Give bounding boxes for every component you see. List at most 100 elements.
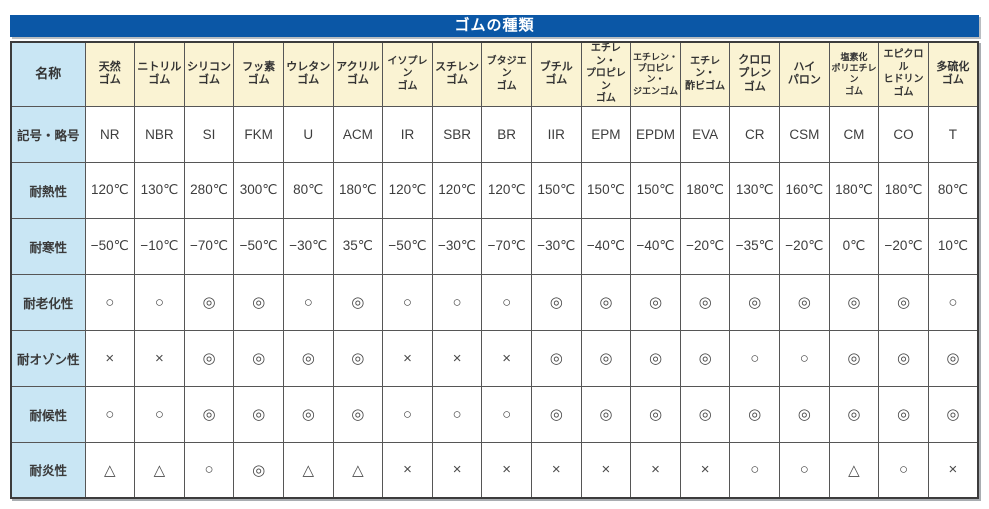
table-cell: U — [282, 105, 334, 163]
table-cell: 130℃ — [134, 161, 185, 219]
table-cell: ◎ — [530, 329, 582, 387]
table-cell: 80℃ — [927, 161, 979, 219]
column-header: ウレタン ゴム — [282, 41, 334, 107]
column-header: ニトリル ゴム — [134, 41, 185, 107]
table-cell: −70℃ — [183, 217, 235, 275]
table-cell: FKM — [233, 105, 284, 163]
row-label: 耐老化性 — [10, 273, 86, 331]
table-cell: −40℃ — [630, 217, 681, 275]
table-row: 記号・略号 NR NBR SI FKM U ACM IR SBR BR IIR EPM EPDM EVA C… — [10, 105, 979, 163]
table-cell: × — [481, 329, 532, 387]
table-cell: × — [431, 329, 483, 387]
table-cell: SBR — [431, 105, 483, 163]
table-row: 耐炎性 △ △ ○ ◎ △ △ × × × × × × × ○ ○ △ ○ × — [10, 441, 979, 499]
table-cell: ◎ — [630, 385, 681, 443]
table-cell: 0℃ — [828, 217, 880, 275]
row-label: 耐熱性 — [10, 161, 86, 219]
table-cell: −70℃ — [481, 217, 532, 275]
table-cell: −30℃ — [431, 217, 483, 275]
column-header: エチレン・ プロピレン・ ジエンゴム — [630, 41, 681, 107]
column-header: スチレン ゴム — [431, 41, 483, 107]
table-cell: 120℃ — [481, 161, 532, 219]
table-cell: ◎ — [183, 273, 235, 331]
table-cell: ○ — [878, 441, 929, 499]
table-cell: ◎ — [828, 385, 880, 443]
table-cell: 150℃ — [580, 161, 632, 219]
table-cell: ◎ — [729, 273, 781, 331]
column-header: ブチル ゴム — [530, 41, 582, 107]
table-cell: −20℃ — [878, 217, 929, 275]
table-cell: ○ — [779, 329, 830, 387]
table-cell: BR — [481, 105, 532, 163]
table-row: 耐オゾン性 × × ◎ ◎ ◎ ◎ × × × ◎ ◎ ◎ ◎ ○ ○ ◎ ◎ ◎ — [10, 329, 979, 387]
table-cell: × — [630, 441, 681, 499]
column-header: アクリル ゴム — [332, 41, 384, 107]
row-label: 耐炎性 — [10, 441, 86, 499]
table-cell: CSM — [779, 105, 830, 163]
table-row: 耐熱性 120℃ 130℃ 280℃ 300℃ 80℃ 180℃ 120℃ 120℃ 120℃ 15… — [10, 161, 979, 219]
table-cell: −35℃ — [729, 217, 781, 275]
table-cell: ◎ — [580, 273, 632, 331]
table-cell: 80℃ — [282, 161, 334, 219]
table-cell: 120℃ — [84, 161, 136, 219]
column-header: エピクロル ヒドリン ゴム — [878, 41, 929, 107]
table-row: 耐寒性 −50℃ −10℃ −70℃ −50℃ −30℃ 35℃ −50℃ −30℃ −70℃ −3… — [10, 217, 979, 275]
table-cell: ○ — [382, 385, 433, 443]
table-cell: ◎ — [233, 273, 284, 331]
table-cell: × — [580, 441, 632, 499]
table-cell: × — [134, 329, 185, 387]
rubber-table-head: 名称 天然 ゴム ニトリル ゴム シリコン ゴム フッ素 ゴム ウレタン ゴム アクリル ゴム イソプレン… — [10, 41, 979, 107]
table-cell: × — [382, 441, 433, 499]
table-cell: −30℃ — [282, 217, 334, 275]
table-cell: ◎ — [282, 329, 334, 387]
table-cell: ◎ — [233, 385, 284, 443]
table-cell: 180℃ — [332, 161, 384, 219]
table-cell: ◎ — [779, 273, 830, 331]
table-cell: ◎ — [630, 329, 681, 387]
table-cell: ◎ — [927, 385, 979, 443]
table-cell: −50℃ — [382, 217, 433, 275]
row-label: 耐オゾン性 — [10, 329, 86, 387]
table-cell: ○ — [183, 441, 235, 499]
table-cell: ◎ — [233, 329, 284, 387]
table-cell: 180℃ — [878, 161, 929, 219]
table-cell: × — [84, 329, 136, 387]
table-cell: 180℃ — [679, 161, 731, 219]
table-cell: ◎ — [927, 329, 979, 387]
table-cell: T — [927, 105, 979, 163]
table-cell: 150℃ — [530, 161, 582, 219]
table-cell: EPDM — [630, 105, 681, 163]
table-cell: 10℃ — [927, 217, 979, 275]
table-cell: ◎ — [530, 273, 582, 331]
table-cell: −20℃ — [779, 217, 830, 275]
table-cell: ○ — [282, 273, 334, 331]
row-label: 記号・略号 — [10, 105, 86, 163]
table-cell: ◎ — [183, 329, 235, 387]
table-cell: IIR — [530, 105, 582, 163]
table-cell: 120℃ — [382, 161, 433, 219]
table-cell: ○ — [927, 273, 979, 331]
column-header: イソプレン ゴム — [382, 41, 433, 107]
table-cell: △ — [332, 441, 384, 499]
table-cell: ○ — [729, 329, 781, 387]
header-row: 名称 天然 ゴム ニトリル ゴム シリコン ゴム フッ素 ゴム ウレタン ゴム アクリル ゴム イソプレン… — [10, 41, 979, 107]
table-cell: ◎ — [580, 385, 632, 443]
table-cell: × — [481, 441, 532, 499]
table-cell: ◎ — [233, 441, 284, 499]
column-header: ブタジエン ゴム — [481, 41, 532, 107]
table-cell: ○ — [431, 273, 483, 331]
table-cell: NR — [84, 105, 136, 163]
table-cell: ◎ — [332, 273, 384, 331]
table-cell: × — [530, 441, 582, 499]
table-cell: ◎ — [332, 385, 384, 443]
table-cell: △ — [134, 441, 185, 499]
table-cell: ○ — [134, 385, 185, 443]
table-cell: △ — [828, 441, 880, 499]
table-cell: ○ — [84, 273, 136, 331]
table-cell: 35℃ — [332, 217, 384, 275]
corner-header-name: 名称 — [10, 41, 86, 107]
table-cell: ◎ — [332, 329, 384, 387]
table-cell: ◎ — [729, 385, 781, 443]
table-row: 耐候性 ○ ○ ◎ ◎ ◎ ◎ ○ ○ ○ ◎ ◎ ◎ ◎ ◎ ◎ ◎ ◎ ◎ — [10, 385, 979, 443]
